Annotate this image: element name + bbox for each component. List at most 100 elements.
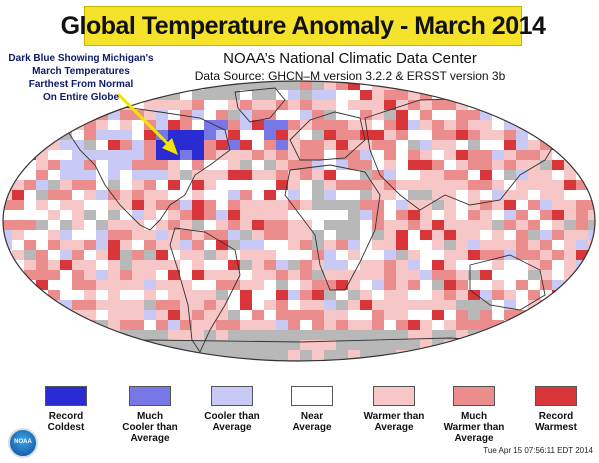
legend-label-line: Average [292,422,332,433]
grid-cell [204,180,216,190]
grid-cell [456,270,468,280]
grid-cell [564,250,576,260]
grid-cell [324,330,336,340]
grid-cell [492,170,504,180]
grid-cell [360,250,372,260]
grid-cell [168,360,180,361]
grid-cell [276,270,288,280]
grid-cell [48,280,60,290]
grid-cell [3,180,12,190]
grid-cell [12,290,24,300]
grid-cell [312,280,324,290]
grid-cell [360,110,372,120]
grid-cell [324,140,336,150]
grid-cell [540,130,552,140]
grid-cell [420,340,432,350]
grid-cell [420,300,432,310]
grid-cell [456,190,468,200]
grid-cell [72,240,84,250]
grid-cell [420,320,432,330]
grid-cell [180,160,192,170]
grid-cell [216,170,228,180]
grid-cell [444,320,456,330]
grid-cell [504,330,516,340]
grid-cell [24,180,36,190]
grid-cell [228,260,240,270]
grid-cell [504,230,516,240]
grid-cell [420,140,432,150]
grid-cell [420,150,432,160]
grid-cell [192,340,204,350]
grid-cell [192,160,204,170]
grid-cell [396,310,408,320]
grid-cell [360,240,372,250]
grid-cell [564,260,576,270]
grid-cell [156,300,168,310]
grid-cell [108,140,120,150]
grid-cell [192,230,204,240]
grid-cell [252,290,264,300]
grid-cell [396,290,408,300]
grid-cell [408,180,420,190]
grid-cell [564,300,576,310]
grid-cell [204,140,216,150]
grid-cell [396,100,408,110]
grid-cell [228,90,240,100]
grid-cell [84,340,96,350]
grid-cell [72,330,84,340]
grid-cell [108,240,120,250]
grid-cell [588,110,595,120]
grid-cell [552,320,564,330]
grid-cell [468,130,480,140]
grid-cell [24,270,36,280]
grid-cell [12,110,24,120]
grid-cell [324,210,336,220]
grid-cell [324,250,336,260]
grid-cell [72,250,84,260]
grid-cell [336,150,348,160]
grid-cell [108,180,120,190]
grid-cell [492,290,504,300]
grid-cell [480,310,492,320]
grid-cell [156,150,168,160]
grid-cell [96,210,108,220]
grid-cell [156,190,168,200]
grid-cell [300,280,312,290]
grid-cell [216,260,228,270]
grid-cell [276,140,288,150]
grid-cell [192,90,204,100]
grid-cell [276,330,288,340]
grid-cell [156,160,168,170]
grid-cell [444,230,456,240]
grid-cell [336,360,348,361]
grid-cell [60,350,72,360]
grid-cell [588,160,595,170]
grid-cell [24,120,36,130]
grid-cell [396,120,408,130]
grid-cell [384,360,396,361]
grid-cell [144,200,156,210]
grid-cell [528,120,540,130]
grid-cell [540,250,552,260]
grid-cell [312,190,324,200]
grid-cell [60,280,72,290]
grid-cell [492,190,504,200]
grid-cell [264,220,276,230]
grid-cell [264,350,276,360]
grid-cell [240,340,252,350]
grid-cell [168,130,180,140]
grid-cell [228,210,240,220]
grid-cell [348,210,360,220]
grid-cell [564,90,576,100]
legend-label: Record Coldest [26,411,106,433]
grid-cell [96,190,108,200]
grid-cell [576,230,588,240]
grid-cell [288,300,300,310]
grid-cell [120,200,132,210]
grid-cell [516,300,528,310]
grid-cell [588,330,595,340]
grid-cell [456,350,468,360]
grid-cell [72,320,84,330]
grid-cell [12,120,24,130]
grid-cell [492,200,504,210]
